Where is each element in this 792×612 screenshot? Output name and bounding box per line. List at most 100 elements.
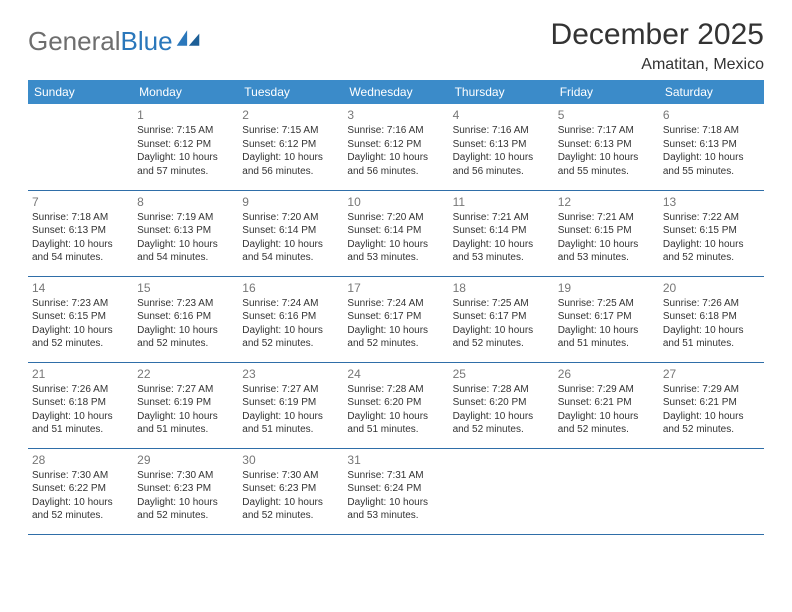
day-number: 2 (242, 107, 339, 123)
sunset-line: Sunset: 6:15 PM (663, 224, 760, 238)
calendar-cell (554, 448, 659, 534)
sunset-line: Sunset: 6:17 PM (453, 310, 550, 324)
day-number: 7 (32, 194, 129, 210)
daylight-line: and 53 minutes. (453, 251, 550, 265)
daylight-line: Daylight: 10 hours (558, 324, 655, 338)
sunrise-line: Sunrise: 7:30 AM (137, 469, 234, 483)
sunrise-line: Sunrise: 7:26 AM (32, 383, 129, 397)
sunset-line: Sunset: 6:13 PM (453, 138, 550, 152)
day-number: 10 (347, 194, 444, 210)
daylight-line: Daylight: 10 hours (242, 410, 339, 424)
day-number: 30 (242, 452, 339, 468)
daylight-line: and 56 minutes. (242, 165, 339, 179)
calendar-cell: 14Sunrise: 7:23 AMSunset: 6:15 PMDayligh… (28, 276, 133, 362)
calendar-cell: 5Sunrise: 7:17 AMSunset: 6:13 PMDaylight… (554, 104, 659, 190)
daylight-line: and 53 minutes. (347, 251, 444, 265)
weekday-header: Wednesday (343, 80, 448, 104)
sunset-line: Sunset: 6:14 PM (242, 224, 339, 238)
calendar-cell: 18Sunrise: 7:25 AMSunset: 6:17 PMDayligh… (449, 276, 554, 362)
weekday-header: Tuesday (238, 80, 343, 104)
calendar-cell: 11Sunrise: 7:21 AMSunset: 6:14 PMDayligh… (449, 190, 554, 276)
calendar-cell: 24Sunrise: 7:28 AMSunset: 6:20 PMDayligh… (343, 362, 448, 448)
sunset-line: Sunset: 6:12 PM (242, 138, 339, 152)
daylight-line: Daylight: 10 hours (242, 324, 339, 338)
weekday-header: Friday (554, 80, 659, 104)
sunset-line: Sunset: 6:23 PM (242, 482, 339, 496)
daylight-line: Daylight: 10 hours (453, 238, 550, 252)
calendar-body: 1Sunrise: 7:15 AMSunset: 6:12 PMDaylight… (28, 104, 764, 534)
sunset-line: Sunset: 6:13 PM (663, 138, 760, 152)
daylight-line: Daylight: 10 hours (137, 324, 234, 338)
sunrise-line: Sunrise: 7:27 AM (242, 383, 339, 397)
calendar-page: GeneralBlue December 2025 Amatitan, Mexi… (0, 0, 792, 545)
calendar-cell: 28Sunrise: 7:30 AMSunset: 6:22 PMDayligh… (28, 448, 133, 534)
calendar-cell (659, 448, 764, 534)
calendar-cell (449, 448, 554, 534)
calendar-cell: 21Sunrise: 7:26 AMSunset: 6:18 PMDayligh… (28, 362, 133, 448)
calendar-cell: 7Sunrise: 7:18 AMSunset: 6:13 PMDaylight… (28, 190, 133, 276)
sunset-line: Sunset: 6:12 PM (347, 138, 444, 152)
sunrise-line: Sunrise: 7:22 AM (663, 211, 760, 225)
day-number: 28 (32, 452, 129, 468)
calendar-cell: 4Sunrise: 7:16 AMSunset: 6:13 PMDaylight… (449, 104, 554, 190)
weekday-header: Thursday (449, 80, 554, 104)
sunrise-line: Sunrise: 7:28 AM (347, 383, 444, 397)
day-number: 26 (558, 366, 655, 382)
sunrise-line: Sunrise: 7:25 AM (558, 297, 655, 311)
sunset-line: Sunset: 6:20 PM (453, 396, 550, 410)
day-number: 4 (453, 107, 550, 123)
calendar-cell: 8Sunrise: 7:19 AMSunset: 6:13 PMDaylight… (133, 190, 238, 276)
sunrise-line: Sunrise: 7:30 AM (32, 469, 129, 483)
page-header: GeneralBlue December 2025 Amatitan, Mexi… (28, 18, 764, 74)
daylight-line: and 52 minutes. (453, 423, 550, 437)
daylight-line: and 57 minutes. (137, 165, 234, 179)
sail-icon (175, 28, 201, 48)
weekday-header: Saturday (659, 80, 764, 104)
sunrise-line: Sunrise: 7:20 AM (347, 211, 444, 225)
daylight-line: and 56 minutes. (453, 165, 550, 179)
daylight-line: Daylight: 10 hours (663, 324, 760, 338)
sunrise-line: Sunrise: 7:19 AM (137, 211, 234, 225)
sunrise-line: Sunrise: 7:16 AM (453, 124, 550, 138)
day-number: 9 (242, 194, 339, 210)
sunrise-line: Sunrise: 7:25 AM (453, 297, 550, 311)
daylight-line: Daylight: 10 hours (558, 238, 655, 252)
daylight-line: Daylight: 10 hours (347, 324, 444, 338)
day-number: 11 (453, 194, 550, 210)
title-block: December 2025 Amatitan, Mexico (551, 18, 764, 74)
daylight-line: Daylight: 10 hours (137, 238, 234, 252)
calendar-cell: 10Sunrise: 7:20 AMSunset: 6:14 PMDayligh… (343, 190, 448, 276)
calendar-cell: 30Sunrise: 7:30 AMSunset: 6:23 PMDayligh… (238, 448, 343, 534)
day-number: 19 (558, 280, 655, 296)
page-title: December 2025 (551, 18, 764, 52)
sunset-line: Sunset: 6:20 PM (347, 396, 444, 410)
day-number: 1 (137, 107, 234, 123)
day-number: 21 (32, 366, 129, 382)
sunset-line: Sunset: 6:22 PM (32, 482, 129, 496)
daylight-line: and 52 minutes. (663, 423, 760, 437)
daylight-line: Daylight: 10 hours (32, 238, 129, 252)
daylight-line: Daylight: 10 hours (137, 496, 234, 510)
logo-word-b: Blue (121, 26, 173, 57)
calendar-cell: 15Sunrise: 7:23 AMSunset: 6:16 PMDayligh… (133, 276, 238, 362)
day-number: 5 (558, 107, 655, 123)
sunrise-line: Sunrise: 7:20 AM (242, 211, 339, 225)
sunset-line: Sunset: 6:16 PM (242, 310, 339, 324)
day-number: 17 (347, 280, 444, 296)
sunrise-line: Sunrise: 7:17 AM (558, 124, 655, 138)
sunset-line: Sunset: 6:14 PM (347, 224, 444, 238)
calendar-row: 28Sunrise: 7:30 AMSunset: 6:22 PMDayligh… (28, 448, 764, 534)
daylight-line: Daylight: 10 hours (137, 151, 234, 165)
sunset-line: Sunset: 6:13 PM (32, 224, 129, 238)
daylight-line: and 53 minutes. (558, 251, 655, 265)
sunrise-line: Sunrise: 7:18 AM (32, 211, 129, 225)
day-number: 23 (242, 366, 339, 382)
day-number: 27 (663, 366, 760, 382)
daylight-line: Daylight: 10 hours (32, 324, 129, 338)
sunrise-line: Sunrise: 7:29 AM (663, 383, 760, 397)
weekday-header: Sunday (28, 80, 133, 104)
daylight-line: and 52 minutes. (242, 509, 339, 523)
day-number: 31 (347, 452, 444, 468)
daylight-line: Daylight: 10 hours (242, 151, 339, 165)
day-number: 29 (137, 452, 234, 468)
